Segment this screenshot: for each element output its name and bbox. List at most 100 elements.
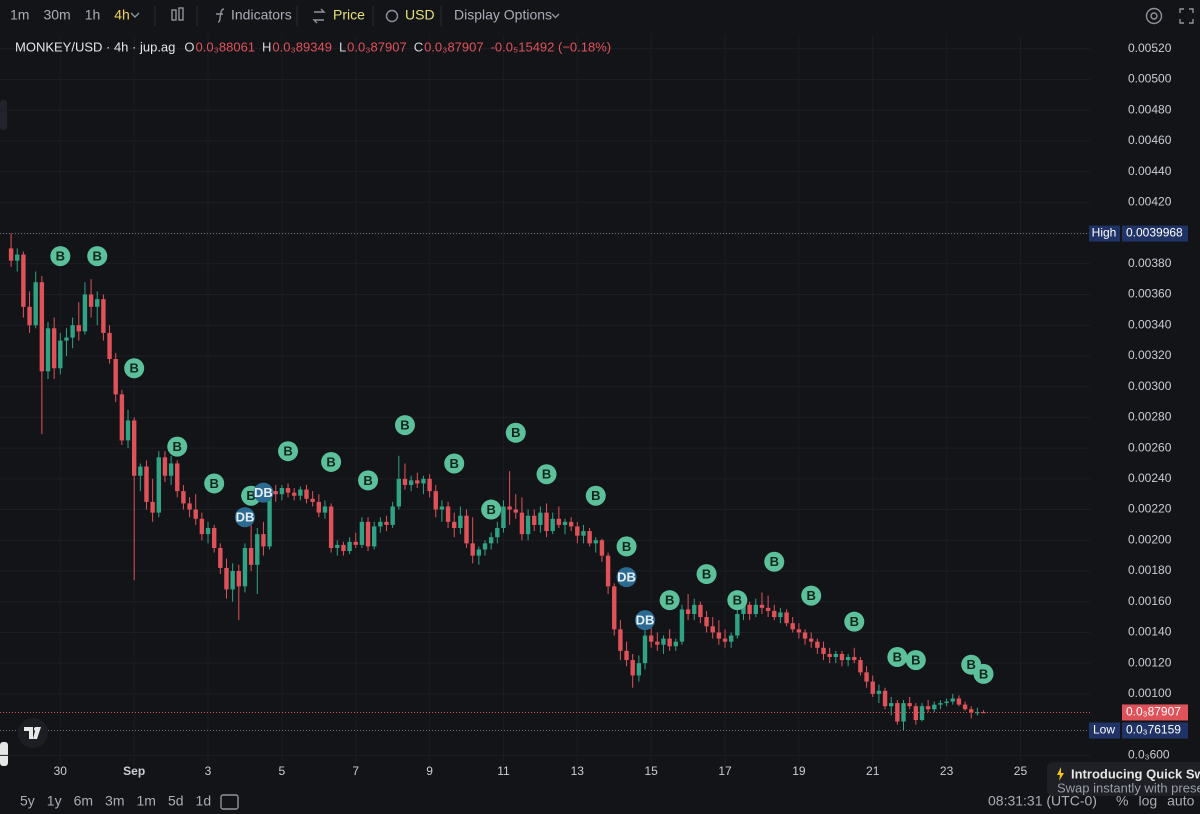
candle-body (125, 420, 131, 441)
y-tick-label: 0.00220 (1128, 502, 1172, 516)
trade-marker-label: B (93, 249, 102, 264)
y-tick-label: 0.00480 (1128, 102, 1172, 116)
x-tick-label: 21 (866, 764, 880, 778)
candle-body (304, 489, 309, 499)
side-handle[interactable] (0, 100, 7, 130)
calendar-icon[interactable] (220, 794, 239, 810)
toast[interactable]: Introducing Quick Swap Swap instantly wi… (1047, 762, 1200, 796)
candle-body (759, 604, 765, 608)
y-tick-label: 0.00140 (1128, 625, 1172, 639)
candle-body (722, 638, 728, 642)
candle-body (808, 638, 814, 642)
interval-button[interactable]: 1h (85, 7, 101, 23)
trade-marker (444, 453, 465, 474)
candle-body (956, 698, 962, 705)
trade-marker-label: B (363, 473, 372, 488)
candle-body (15, 254, 20, 261)
candle-body (27, 306, 32, 326)
candle-body (796, 629, 802, 633)
range-button[interactable]: 1d (196, 793, 212, 809)
fullscreen-icon[interactable] (1179, 8, 1194, 24)
candle-body (950, 698, 955, 702)
side-toggle[interactable] (0, 742, 8, 766)
candle-body (507, 506, 512, 510)
trade-marker-label: B (911, 653, 920, 668)
settings-icon[interactable] (1145, 7, 1163, 25)
candle-body (372, 526, 377, 547)
y-tick-label: 0.00300 (1128, 379, 1172, 393)
candle-body (76, 325, 81, 332)
x-tick-label: 9 (426, 764, 433, 778)
range-button[interactable]: 1y (47, 793, 62, 809)
candle-body (624, 650, 629, 661)
candle-body (119, 394, 125, 441)
candle-body (488, 537, 494, 544)
interval-button[interactable]: 30m (43, 7, 70, 23)
candle-body (39, 282, 45, 372)
candle-body (704, 617, 709, 627)
range-button[interactable]: 6m (74, 793, 93, 809)
trade-marker-label: B (622, 539, 631, 554)
price-name: High (1092, 226, 1117, 240)
candle-body (975, 712, 980, 714)
trade-marker (727, 590, 748, 611)
chart-type-icon[interactable] (171, 7, 184, 21)
candle-body (21, 254, 26, 307)
price-icon[interactable] (312, 8, 326, 24)
range-button[interactable]: 5y (20, 793, 35, 809)
scale-button[interactable]: log (1138, 793, 1157, 809)
display-chevron[interactable] (551, 13, 560, 19)
candle-body (655, 641, 660, 645)
ohlc-value: 0.0₃89349 (272, 39, 332, 54)
indicators-button[interactable]: Indicators (231, 7, 292, 23)
x-tick-label: 25 (1014, 764, 1028, 778)
trade-marker (887, 647, 908, 668)
interval-button[interactable]: 4h (114, 7, 130, 23)
candle-body (636, 663, 642, 676)
candle-body (858, 660, 863, 673)
range-button[interactable]: 1m (137, 793, 156, 809)
trade-marker-label: B (806, 588, 815, 603)
currency-icon[interactable] (385, 9, 399, 23)
scale-button[interactable]: % (1116, 793, 1128, 809)
trade-marker (124, 358, 145, 379)
candle-body (685, 609, 691, 615)
display-options[interactable]: Display Options (454, 7, 552, 23)
range-button[interactable]: 5d (168, 793, 184, 809)
price-button[interactable]: Price (333, 7, 365, 23)
interval-chevron[interactable] (130, 12, 140, 18)
candle-body (538, 512, 543, 525)
candle-body (864, 672, 869, 682)
ohlc-key: H (262, 39, 271, 54)
candle-body (562, 521, 568, 525)
candle-body (452, 521, 457, 528)
candle-body (747, 604, 752, 615)
trade-marker-label: B (129, 361, 138, 376)
indicators-icon[interactable] (216, 8, 225, 23)
trade-marker (616, 536, 637, 557)
candle-body (33, 282, 38, 326)
candle-body (698, 604, 703, 618)
ohlc-value: 0.0₃87907 (424, 39, 484, 54)
candle-body (181, 491, 186, 504)
trade-marker (905, 650, 926, 671)
candle-body (593, 540, 598, 544)
trade-marker-label: DB (636, 613, 655, 628)
range-button[interactable]: 3m (105, 793, 124, 809)
candle-body (64, 337, 69, 341)
candle-body (341, 544, 346, 552)
trade-marker-label: B (542, 467, 551, 482)
scale-button[interactable]: auto (1167, 793, 1194, 809)
candle-body (82, 294, 88, 332)
candle-body (907, 703, 912, 707)
currency-button[interactable]: USD (405, 7, 435, 23)
candle-body (599, 540, 605, 556)
y-tick-label: 0.00360 (1128, 287, 1172, 301)
candle-body (255, 534, 260, 565)
candle-body (458, 515, 463, 528)
candle-body (211, 527, 217, 548)
ohlc-key: C (414, 39, 423, 54)
change: -0.0₅15492 (−0.18%) (491, 39, 612, 54)
interval-button[interactable]: 1m (10, 7, 29, 23)
